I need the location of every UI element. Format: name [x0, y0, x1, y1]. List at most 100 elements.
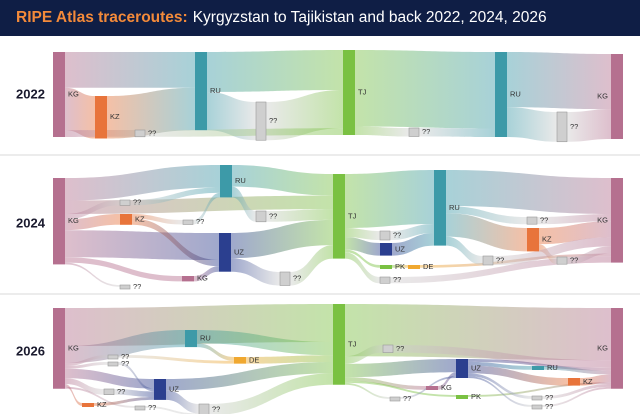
node — [255, 210, 267, 223]
link — [446, 206, 527, 225]
node-label: ?? — [269, 116, 277, 125]
node — [380, 265, 392, 269]
node-label: KZ — [135, 214, 145, 223]
node-label: KZ — [542, 235, 552, 244]
link — [65, 87, 95, 139]
node — [389, 396, 401, 402]
node — [456, 395, 468, 399]
link — [345, 170, 434, 228]
node-label: KG — [441, 383, 452, 392]
link — [130, 187, 220, 206]
node — [182, 219, 194, 225]
link — [118, 362, 154, 392]
link — [390, 224, 434, 240]
node-label: ?? — [570, 256, 578, 265]
link — [266, 209, 333, 222]
link — [468, 359, 611, 371]
link — [65, 214, 120, 231]
node — [53, 52, 65, 137]
node — [611, 54, 623, 139]
node-label: KG — [68, 216, 79, 225]
node — [154, 379, 166, 400]
link — [345, 345, 383, 364]
link — [507, 52, 611, 110]
node — [119, 199, 131, 206]
link — [65, 52, 195, 88]
link — [232, 186, 256, 222]
node — [379, 230, 391, 241]
node-label: KG — [68, 343, 79, 352]
link — [507, 107, 557, 142]
node — [107, 354, 119, 360]
node — [333, 174, 345, 259]
link — [207, 50, 343, 92]
node-label: KG — [597, 91, 608, 100]
link — [355, 50, 495, 129]
link — [567, 109, 611, 142]
year-label: 2022 — [16, 86, 45, 101]
node — [531, 395, 543, 401]
link — [345, 228, 380, 240]
node — [611, 178, 623, 263]
node — [182, 276, 194, 282]
link — [65, 378, 104, 395]
node — [532, 366, 544, 370]
node — [456, 359, 468, 378]
node — [526, 216, 538, 225]
node-label: RU — [547, 363, 558, 372]
node — [103, 388, 115, 395]
node-label: ?? — [545, 393, 553, 402]
node-label: ?? — [212, 405, 220, 414]
link — [446, 213, 527, 252]
link — [446, 236, 483, 265]
node-label: UZ — [471, 363, 481, 372]
node-label: ?? — [269, 211, 277, 220]
year-label: 2024 — [16, 215, 46, 230]
link — [114, 389, 154, 398]
link — [290, 245, 333, 286]
link — [468, 376, 532, 407]
link — [194, 266, 219, 282]
node — [408, 265, 420, 269]
node-label: KG — [597, 215, 608, 224]
node — [531, 404, 543, 410]
node — [53, 308, 65, 389]
node — [107, 361, 119, 367]
node-label: DE — [423, 262, 433, 271]
node — [556, 111, 568, 143]
node-label: ?? — [121, 359, 129, 368]
node-label: PK — [395, 262, 405, 271]
link — [197, 343, 234, 361]
node-label: ?? — [393, 230, 401, 239]
year-label: 2026 — [16, 343, 45, 358]
node — [611, 308, 623, 389]
link — [493, 237, 611, 265]
link — [345, 252, 380, 284]
link — [542, 386, 611, 407]
node — [408, 127, 420, 137]
node-label: RU — [200, 334, 211, 343]
node — [343, 50, 355, 135]
links — [65, 50, 611, 414]
link — [345, 237, 380, 256]
link — [65, 368, 154, 389]
link — [193, 192, 220, 225]
node — [134, 405, 146, 411]
node — [195, 52, 207, 131]
link — [166, 361, 333, 391]
link — [537, 214, 611, 225]
link — [393, 345, 611, 368]
link — [468, 382, 611, 397]
node-label: KG — [597, 343, 608, 352]
node — [255, 101, 267, 141]
link — [446, 170, 611, 214]
node — [568, 378, 580, 386]
node — [380, 243, 392, 256]
node-label: RU — [235, 176, 246, 185]
link — [580, 374, 611, 386]
node — [434, 170, 446, 246]
link — [209, 373, 333, 414]
node-label: UZ — [234, 247, 244, 256]
